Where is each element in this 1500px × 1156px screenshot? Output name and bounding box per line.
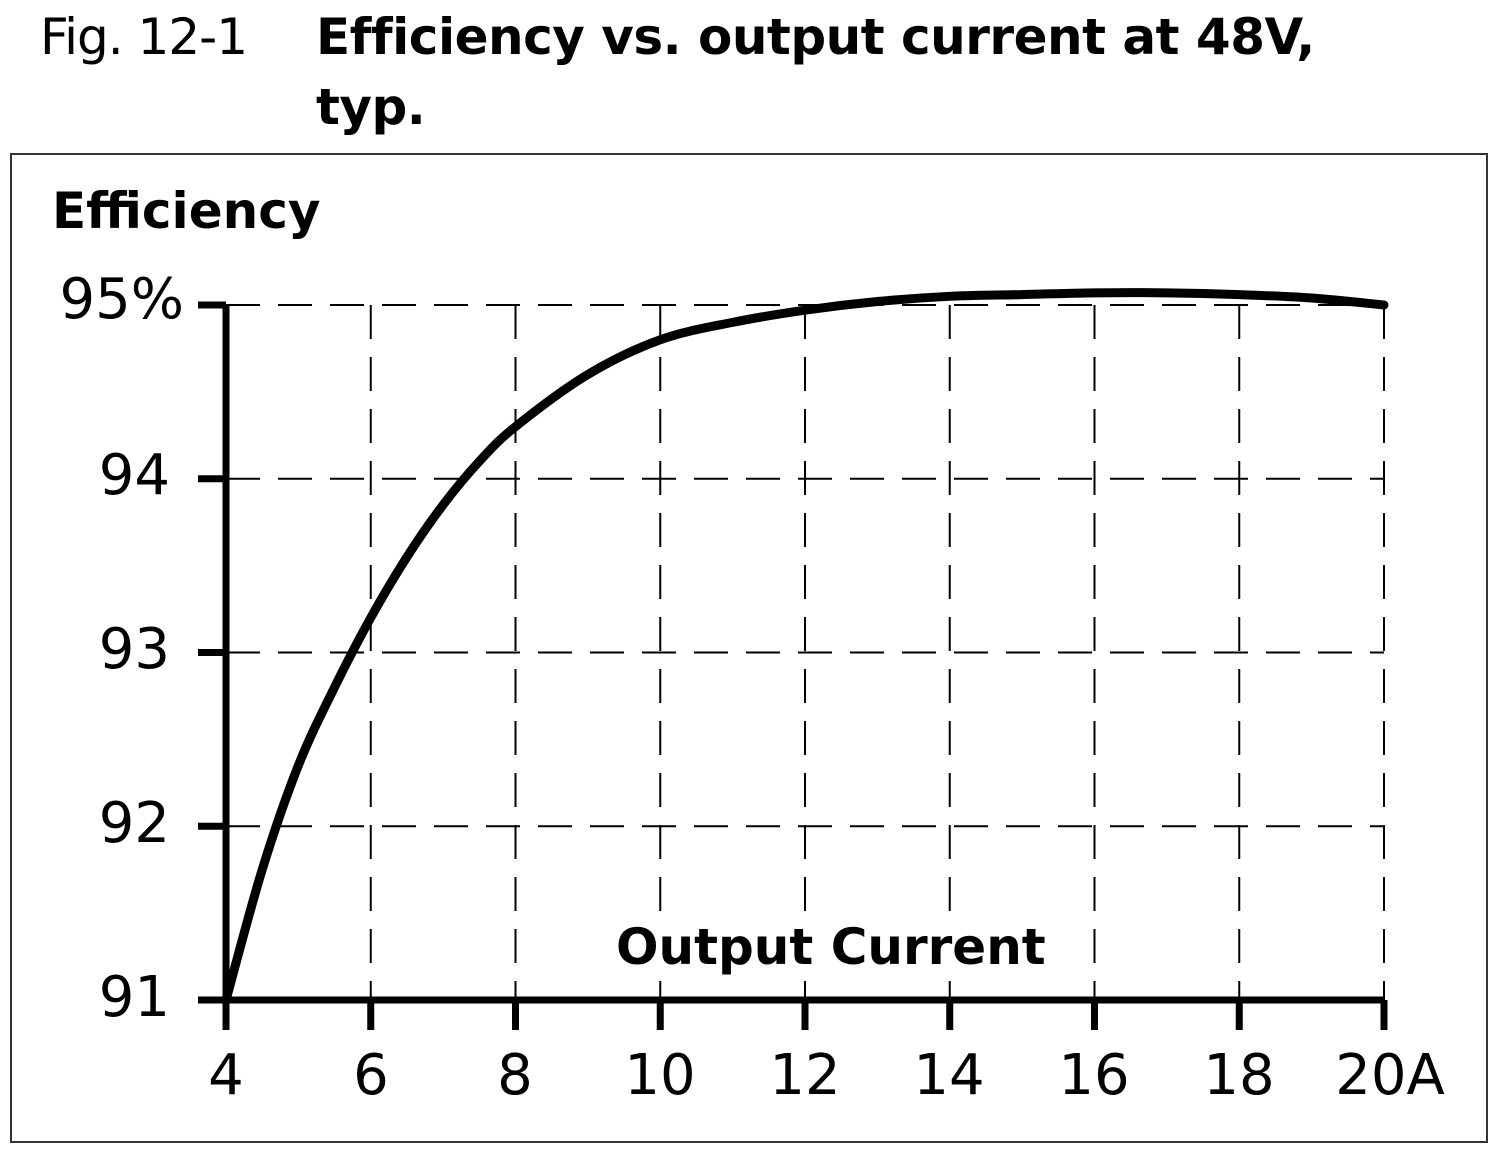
axes [198, 301, 1388, 1030]
efficiency-curve [221, 288, 1389, 1005]
x-tick-label: 8 [497, 1043, 533, 1108]
figure-label: Fig. 12-1 [40, 8, 248, 66]
x-tick-label: 4 [208, 1043, 244, 1108]
x-axis-label: Output Current [612, 918, 1050, 976]
x-tick-label: 18 [1203, 1043, 1275, 1108]
x-tick-label: 12 [769, 1043, 841, 1108]
x-tick-label: 20A [1335, 1043, 1445, 1108]
y-tick-label: 92 [98, 791, 170, 856]
x-tick-label: 10 [624, 1043, 696, 1108]
y-tick-label: 94 [98, 443, 170, 508]
y-tick-label: 91 [98, 965, 170, 1030]
x-tick-label: 6 [353, 1043, 389, 1108]
y-tick-label: 93 [98, 617, 170, 682]
chart-frame [10, 153, 1488, 1143]
x-tick-label: 16 [1058, 1043, 1130, 1108]
figure-title: Efficiency vs. output current at 48V, ty… [316, 8, 1315, 136]
y-tick-label: 95% [59, 267, 184, 332]
grid-lines [226, 304, 1385, 1000]
x-tick-label: 14 [913, 1043, 985, 1108]
y-axis-label: Efficiency [52, 182, 321, 240]
